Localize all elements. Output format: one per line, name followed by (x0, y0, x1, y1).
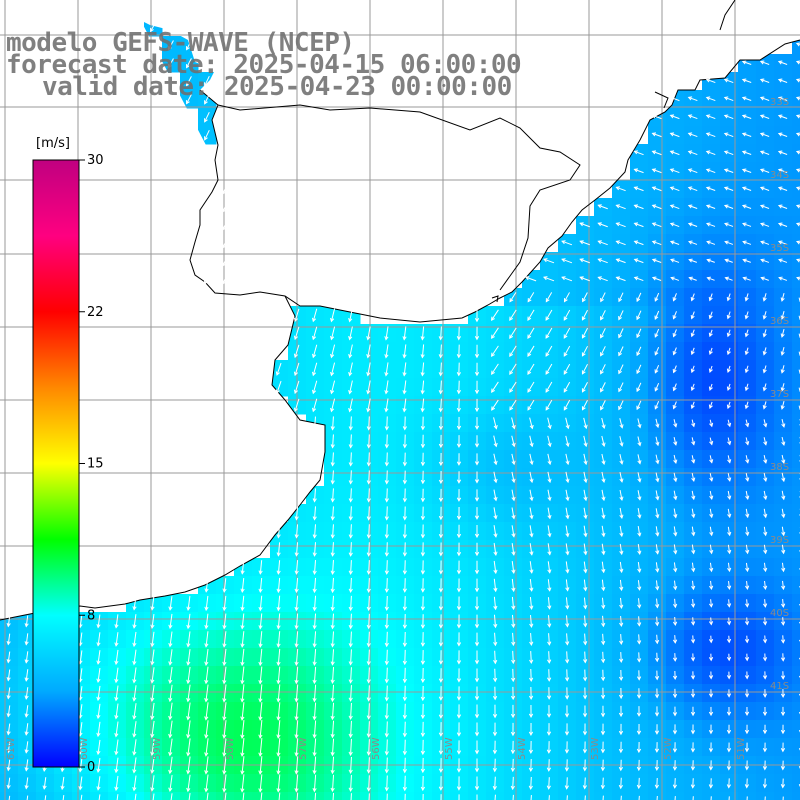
longitude-labels: 61W 60W 59W 58W 57W 56W 55W 54W 53W 52W 51W (6, 737, 747, 760)
valid-date: valid date: 2025-04-23 00:00:00 (42, 72, 512, 102)
land-mask (0, 0, 800, 620)
latitude-label: 34S (770, 170, 789, 181)
longitude-label: 55W (444, 737, 455, 760)
latitude-labels: 33S 34S 35S 36S 37S 38S 39S 40S 41S (770, 97, 789, 692)
longitude-label: 61W (6, 737, 17, 760)
forecast-date: forecast date: 2025-04-15 06:00:00 (6, 50, 522, 80)
longitude-label: 57W (298, 737, 309, 760)
longitude-label: 60W (79, 737, 90, 760)
longitude-label: 53W (590, 737, 601, 760)
model-title: modelo GEFS-WAVE (NCEP) (6, 28, 355, 58)
longitude-label: 51W (736, 737, 747, 760)
latitude-label: 36S (770, 316, 789, 327)
latitude-label: 35S (770, 243, 789, 254)
latitude-label: 38S (770, 462, 789, 473)
longitude-label: 52W (663, 737, 674, 760)
latitude-label: 37S (770, 389, 789, 400)
longitude-label: 59W (152, 737, 163, 760)
latitude-label: 39S (770, 535, 789, 546)
latitude-label: 40S (770, 608, 789, 619)
longitude-label: 56W (371, 737, 382, 760)
latitude-label: 33S (770, 97, 789, 108)
coastline (0, 0, 800, 621)
latitude-label: 41S (770, 681, 789, 692)
longitude-label: 54W (517, 737, 528, 760)
longitude-label: 58W (225, 737, 236, 760)
